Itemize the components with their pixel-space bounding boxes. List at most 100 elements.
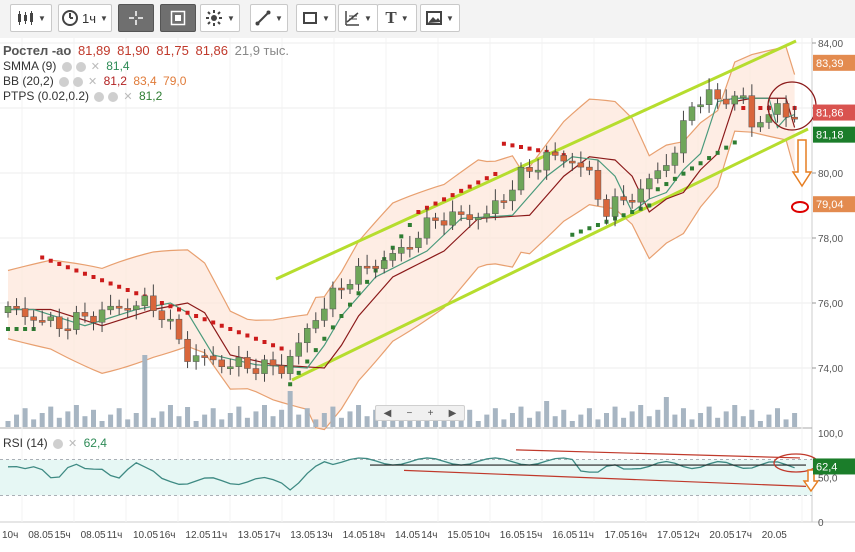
candle-body: [560, 155, 567, 162]
price-label-close-box: [813, 104, 855, 121]
time-tick-label: 14ч: [421, 530, 437, 541]
volume-bar: [262, 405, 267, 427]
candle-body: [740, 95, 747, 98]
sar-dot: [672, 176, 677, 181]
sar-dot: [450, 193, 455, 198]
zoom-in-icon[interactable]: +: [427, 407, 434, 419]
image-tool-button[interactable]: ▼: [420, 4, 460, 32]
volume-bar: [595, 419, 601, 427]
sar-dot: [14, 327, 19, 331]
text-tool-button[interactable]: T ▼: [377, 4, 417, 32]
auto-scale-button[interactable]: [160, 4, 196, 32]
close-icon[interactable]: ✕: [88, 76, 98, 88]
candle-body: [586, 166, 593, 171]
volume-bar: [638, 405, 644, 427]
volume-bar: [732, 405, 738, 427]
sar-dot: [125, 288, 130, 292]
gear-icon[interactable]: [108, 91, 119, 102]
price-tick-label: 80,00: [818, 169, 843, 180]
time-tick-label: 13ч: [316, 530, 332, 541]
close-icon[interactable]: ✕: [68, 438, 78, 450]
scroll-right-icon[interactable]: ▶: [448, 407, 457, 419]
sar-dot: [228, 327, 233, 331]
smma-value: 81,4: [106, 59, 130, 73]
volume-bar: [56, 417, 62, 427]
sar-dot: [578, 229, 583, 234]
sar-dot: [536, 148, 541, 153]
volume-bar: [792, 413, 798, 427]
volume-bar: [604, 413, 609, 427]
shapes-button[interactable]: ▼: [296, 4, 336, 32]
price-label-upper-box: [813, 54, 855, 71]
volume-bar: [467, 409, 473, 427]
bb-mid-value: 81,2: [103, 74, 127, 88]
sar-dot: [493, 171, 498, 176]
volume-bar: [176, 416, 182, 427]
chart-area[interactable]: 84,0082,0080,0078,0076,0074,0083,3981,86…: [0, 38, 855, 552]
volume-bar: [5, 421, 11, 427]
candle-body: [509, 189, 516, 202]
candle-body: [654, 170, 662, 179]
time-tick-label: 18ч: [369, 530, 385, 541]
candle-body: [791, 116, 798, 120]
sar-dot: [621, 213, 626, 218]
rsi-trend-line: [515, 449, 801, 459]
candle-body: [124, 308, 131, 311]
candle-body: [757, 122, 764, 128]
candle-body: [192, 355, 200, 362]
fibonacci-icon: [345, 11, 360, 26]
crosshair-button[interactable]: [118, 4, 154, 32]
image-icon: [426, 11, 443, 25]
open-value: 81,89: [77, 43, 111, 58]
volume-bar: [82, 416, 88, 427]
legend-ptps: PTPS (0.02,0.2) ✕ 81,2: [3, 89, 162, 103]
line-tools-button[interactable]: ▼: [250, 4, 288, 32]
gear-icon[interactable]: [75, 61, 86, 72]
sar-dot: [690, 166, 694, 171]
candle-body: [38, 320, 46, 323]
indicators-button[interactable]: ▼: [200, 4, 240, 32]
sar-dot: [442, 197, 447, 202]
sar-dot: [459, 188, 464, 193]
candle-body: [372, 265, 379, 269]
candle-body: [637, 188, 644, 203]
eye-icon[interactable]: [94, 91, 105, 102]
gear-icon[interactable]: [53, 438, 64, 449]
fibonacci-button[interactable]: ▼: [338, 4, 378, 32]
candle-body: [714, 89, 721, 100]
volume-bar: [381, 421, 387, 427]
volume-bar: [150, 417, 156, 427]
candle-body: [389, 253, 396, 261]
low-value: 81,75: [156, 43, 189, 58]
eye-icon[interactable]: [59, 76, 70, 87]
sar-dot: [501, 141, 506, 146]
volume-bar: [433, 417, 438, 427]
volume-bar: [586, 408, 592, 427]
chart-navigation: ◀ − + ▶: [375, 405, 465, 421]
scroll-left-icon[interactable]: ◀: [383, 407, 392, 419]
bollinger-lower-line: [7, 130, 796, 431]
zoom-out-icon[interactable]: −: [406, 407, 413, 419]
volume-bar: [287, 391, 293, 427]
chart-type-button[interactable]: ▼: [10, 4, 52, 32]
eye-icon[interactable]: [61, 61, 72, 72]
price-label-upper: 83,39: [816, 58, 844, 70]
candle-body: [423, 217, 431, 239]
candle-body: [90, 315, 97, 323]
price-tick-label: 76,00: [818, 299, 843, 310]
candle-body: [569, 160, 576, 164]
volume-bar: [31, 419, 37, 427]
time-tick-label: 14.05: [343, 530, 368, 541]
close-icon[interactable]: ✕: [90, 61, 100, 73]
close-icon[interactable]: ✕: [123, 91, 133, 103]
price-label-lower: 79,04: [816, 199, 844, 211]
candle-body: [107, 305, 114, 311]
price-tick-label: 84,00: [818, 39, 843, 50]
volume-bar: [407, 419, 413, 427]
candle-body: [346, 284, 354, 290]
sar-dot: [527, 146, 532, 151]
gear-icon[interactable]: [73, 76, 84, 87]
sar-dot: [510, 143, 515, 148]
timeframe-button[interactable]: 1ч ▼: [58, 4, 112, 32]
volume-bar: [646, 416, 652, 427]
